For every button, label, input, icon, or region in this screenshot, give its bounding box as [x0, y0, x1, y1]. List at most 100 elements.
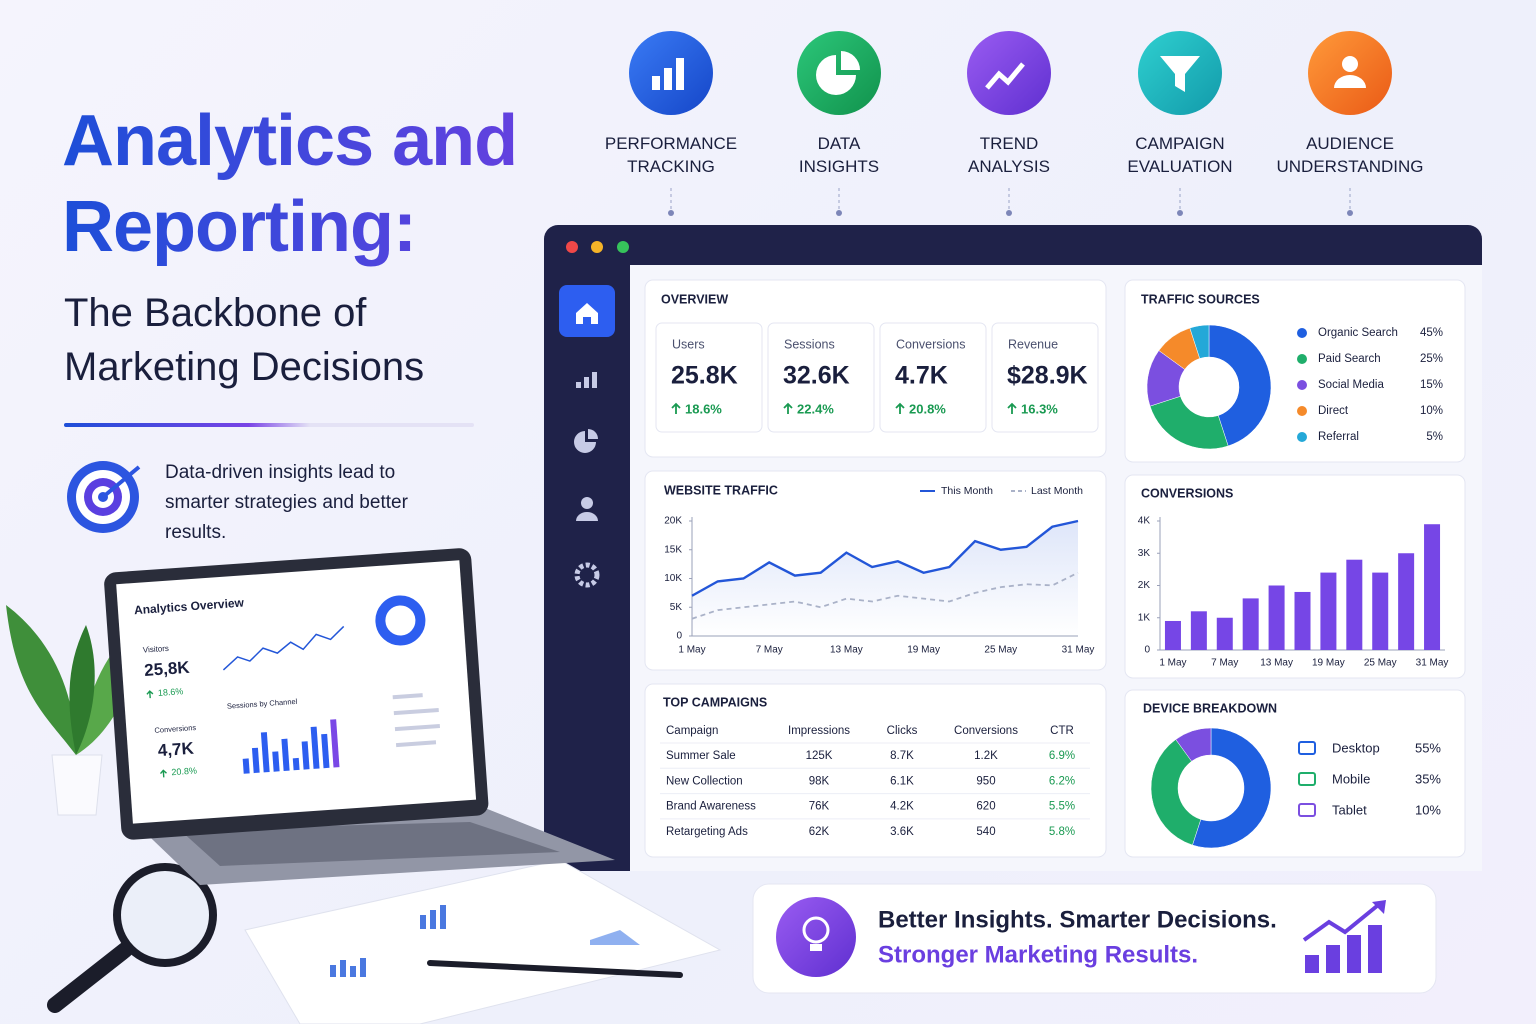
- y-tick-label: 0: [676, 631, 682, 642]
- kpi-value: 32.6K: [783, 362, 850, 390]
- target-icon: [67, 461, 141, 533]
- table-cell: 98K: [809, 775, 830, 787]
- pie-slice: [1150, 739, 1202, 846]
- icon: [652, 58, 684, 90]
- legend-label: Desktop: [1332, 740, 1380, 755]
- subtitle: The Backbone of Marketing Decisions: [64, 291, 425, 389]
- mini-bars: [242, 719, 340, 774]
- nav-users[interactable]: [581, 497, 593, 509]
- x-tick-label: 19 May: [1312, 658, 1345, 669]
- kpi-card: [655, 322, 763, 433]
- kpi-change: 20.8%: [909, 401, 946, 416]
- bar: [1216, 617, 1233, 650]
- legend-value: 10%: [1420, 405, 1443, 417]
- table-cell: 6.9%: [1049, 750, 1075, 762]
- nav-settings[interactable]: [574, 562, 600, 588]
- kpi-card: [767, 322, 875, 433]
- y-tick-label: 20K: [664, 516, 682, 527]
- bar: [1398, 553, 1415, 650]
- x-tick-label: 7 May: [1211, 658, 1238, 669]
- legend-marker: [1297, 380, 1307, 390]
- table-cell: 4.2K: [890, 801, 914, 813]
- table-header: Clicks: [887, 725, 918, 737]
- icon: [816, 55, 856, 95]
- nav-reports[interactable]: [576, 372, 597, 388]
- pie-slice: [1189, 324, 1210, 359]
- y-tick-label: 15K: [664, 544, 682, 555]
- legend-label: Tablet: [1332, 802, 1367, 817]
- feature-icons: [629, 31, 1392, 216]
- card-title: OVERVIEW: [661, 292, 728, 306]
- divider: [64, 423, 474, 427]
- line: [691, 571, 1079, 620]
- x-tick-label: 25 May: [1364, 658, 1397, 669]
- kpi-label: Users: [672, 337, 705, 351]
- x-tick-label: 1 May: [1159, 658, 1186, 669]
- mini-line: [222, 625, 345, 671]
- icon: [1342, 56, 1358, 72]
- icon: [576, 512, 598, 521]
- banner: [752, 883, 1437, 994]
- line: [691, 519, 1079, 597]
- kpi-label: Sessions: [784, 337, 835, 351]
- window-dot: [566, 241, 578, 253]
- card-title: DEVICE BREAKDOWN: [1143, 701, 1277, 715]
- x-tick-label: 1 May: [678, 645, 705, 656]
- card-title: CONVERSIONS: [1141, 486, 1233, 500]
- icon: [967, 31, 1051, 115]
- legend-value: 10%: [1415, 802, 1441, 817]
- card: [644, 683, 1107, 858]
- table-cell: 6.1K: [890, 775, 914, 787]
- x-tick-label: 19 May: [907, 645, 940, 656]
- bar: [1242, 598, 1259, 650]
- kpi-label: Revenue: [1008, 337, 1058, 351]
- icon: [1160, 56, 1200, 92]
- laptop: Analytics Overview Visitors 25,8K 18.6% …: [104, 548, 615, 885]
- card-title: WEBSITE TRAFFIC: [664, 483, 778, 497]
- table-cell: 5.5%: [1049, 801, 1075, 813]
- arrow: [671, 402, 681, 414]
- table-cell: 620: [976, 801, 995, 813]
- mini-legend: [392, 693, 441, 748]
- x-tick-label: 13 May: [1260, 658, 1293, 669]
- legend-label: Organic Search: [1318, 327, 1398, 339]
- table-cell: 76K: [809, 801, 830, 813]
- kpi-change: 16.3%: [1021, 401, 1058, 416]
- x-tick-label: 31 May: [1416, 658, 1449, 669]
- magnifier: [47, 863, 217, 1013]
- arrow: [895, 402, 905, 414]
- table-cell: New Collection: [666, 775, 743, 787]
- nav-charts[interactable]: [574, 431, 596, 453]
- icon: [841, 51, 860, 70]
- table-cell: Summer Sale: [666, 750, 736, 762]
- kpi-card: [991, 322, 1099, 433]
- mini-value: 25,8K: [144, 658, 191, 680]
- bar: [1268, 585, 1285, 650]
- kpi-change: 18.6%: [685, 401, 722, 416]
- table-header: Campaign: [666, 725, 718, 737]
- pie-slice: [1192, 727, 1272, 849]
- card-title: TOP CAMPAIGNS: [663, 695, 767, 709]
- legend-marker: [1298, 741, 1316, 755]
- mini-label: Visitors: [143, 644, 170, 655]
- table-cell: 950: [976, 775, 995, 787]
- legend-label: Last Month: [1031, 485, 1083, 497]
- legend-value: 55%: [1415, 740, 1441, 755]
- kpi-card: [879, 322, 987, 433]
- area: [692, 521, 1078, 636]
- x-tick-label: 25 May: [984, 645, 1017, 656]
- legend-label: Referral: [1318, 431, 1359, 443]
- legend-value: 25%: [1420, 353, 1443, 365]
- feature-label: TREND ANALYSIS: [968, 134, 1050, 176]
- icon: [810, 944, 822, 951]
- title: Analytics and Reporting:: [62, 98, 582, 270]
- icon: [802, 916, 830, 944]
- legend-value: 15%: [1420, 379, 1443, 391]
- mini-value: 4,7K: [157, 739, 195, 761]
- table-cell: 540: [976, 826, 995, 838]
- pie-slice: [1175, 727, 1212, 762]
- y-tick-label: 0: [1144, 645, 1150, 656]
- bar: [1294, 591, 1311, 650]
- legend-marker: [1297, 432, 1307, 442]
